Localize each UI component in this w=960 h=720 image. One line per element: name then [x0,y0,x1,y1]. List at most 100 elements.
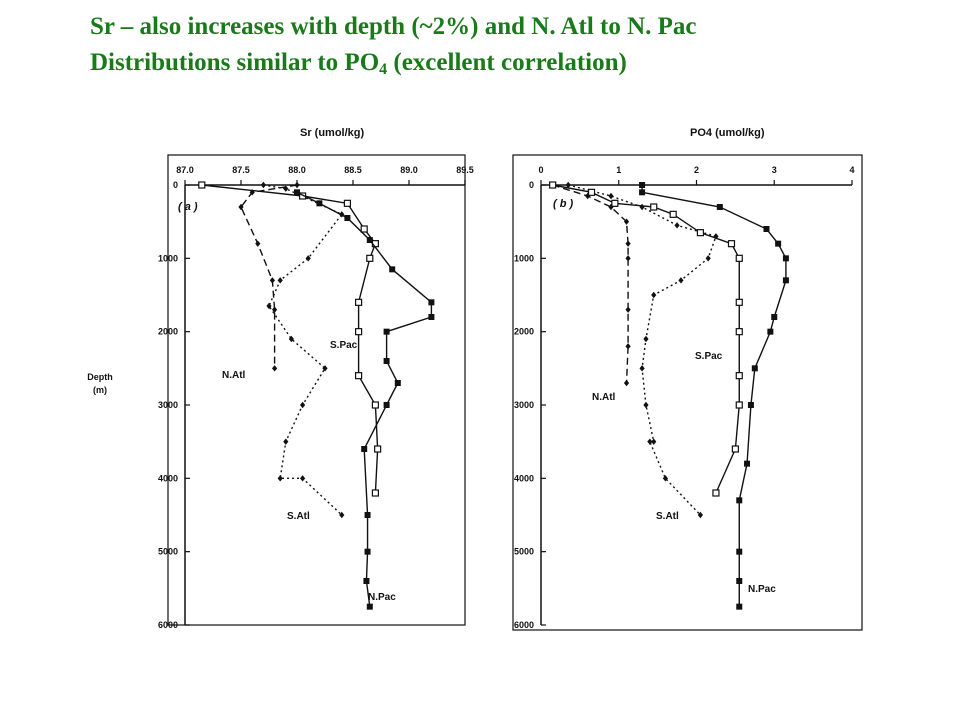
data-point [782,277,789,284]
data-point [364,548,371,555]
x-tick-label: 88.0 [288,165,306,175]
y-tick-label: 3000 [514,400,534,410]
data-point [705,255,711,262]
y-tick-label: 0 [529,180,534,190]
data-point [716,204,723,210]
slide-title-text-2a: Distributions similar to PO [90,49,380,76]
data-point [608,203,614,211]
chart-title: PO4 (umol/kg) [690,127,765,139]
data-point [383,328,390,335]
data-point [608,192,614,200]
data-point [389,266,396,273]
data-point [747,402,754,408]
data-point [269,277,275,284]
y-tick-label: 6000 [514,620,534,630]
data-point [266,302,272,310]
y-axis-label: (m) [93,385,107,395]
series-line-n-pac [296,191,433,607]
y-tick-label: 2000 [158,327,178,337]
series-line-n-atl [240,184,298,369]
data-point [736,603,743,610]
data-point [751,365,758,372]
data-point [343,199,351,207]
y-tick-label: 0 [173,180,178,190]
data-point [639,365,645,372]
x-tick-label: 89.5 [456,165,474,175]
data-point [383,402,390,408]
data-point [383,358,390,364]
slide-title-line-1: Sr – also increases with depth (~2%) and… [90,12,697,42]
x-tick-label: 89.0 [400,165,418,175]
data-point [639,189,646,196]
series-annotation: S.Atl [287,511,310,522]
data-point [355,372,363,380]
data-point [736,548,743,555]
data-point [639,203,645,211]
x-tick-label: 88.5 [344,165,362,175]
panel-frame [512,154,863,631]
data-point [364,512,371,518]
data-point [316,200,323,207]
data-point [294,181,300,189]
data-point [763,226,770,232]
data-point [643,401,649,409]
data-point [277,475,283,482]
data-point [322,365,328,372]
data-point [731,445,739,453]
x-tick-label: 4 [849,165,854,175]
y-tick-label: 5000 [158,547,178,557]
data-point [366,603,373,610]
panel-label: ( a ) [178,201,198,213]
data-point [669,210,677,218]
series-line-s-pac [552,184,740,494]
slide-title-line-2: Distributions similar to PO4 (excellent … [90,48,627,85]
data-point [363,578,370,584]
x-tick-label: 2 [694,165,699,175]
data-point [651,438,657,445]
y-tick-label: 2000 [514,327,534,337]
data-point [428,314,435,320]
data-point [623,379,630,387]
series-line-s-pac [201,184,379,494]
data-point [771,314,778,320]
data-point [775,240,782,247]
data-point [294,189,300,196]
data-point [283,438,289,445]
series-annotation: N.Pac [368,592,396,603]
data-point [623,218,630,225]
data-point [374,445,382,453]
data-point [696,229,704,237]
data-point [639,182,646,188]
data-point [355,298,363,306]
data-point [300,475,306,482]
data-point [611,199,619,207]
data-point [643,335,649,343]
data-point [735,298,743,306]
data-point [288,335,294,343]
data-point [697,511,703,519]
slide-title-text-2b: (excellent correlation) [387,49,627,76]
panel-b-po4: PO4 (umol/kg) 0 1 2 3 4 0 1000 2000 3000 4000 5000 6… [512,127,863,631]
data-point [587,188,596,196]
x-tick-label: 3 [772,165,777,175]
data-point [371,489,379,497]
series-annotation: N.Pac [748,584,776,595]
data-point [198,181,206,189]
series-annotation: N.Atl [222,370,246,381]
data-point [428,299,435,306]
series-line-n-atl [552,184,629,384]
data-point [361,446,368,452]
data-point [736,497,743,504]
data-point [344,215,351,221]
y-tick-label: 5000 [514,547,534,557]
data-point [735,372,743,380]
data-point [355,328,363,336]
y-tick-label: 1000 [158,253,178,263]
data-point [678,277,684,284]
chart-title: Sr (umol/kg) [300,127,365,139]
y-axis-label: Depth [87,372,113,382]
data-point [366,254,374,262]
data-point [727,240,736,248]
series-line-n-pac [641,185,787,607]
data-point [238,203,244,211]
